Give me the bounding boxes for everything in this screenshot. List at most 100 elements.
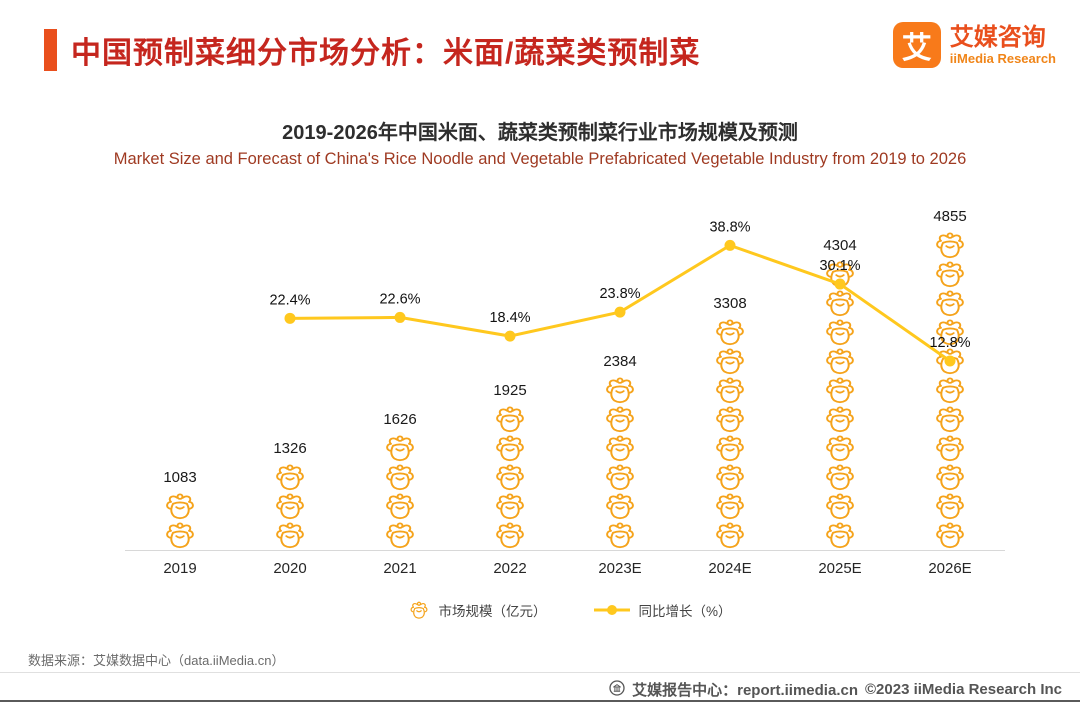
dish-icon xyxy=(606,377,634,404)
dish-icon xyxy=(936,290,964,317)
dish-icon xyxy=(496,406,524,433)
dish-icon xyxy=(716,348,744,375)
bar-series: 1083 1326 1626 1925 2384 3308 4304 4855 xyxy=(125,196,1005,550)
dish-icon xyxy=(386,435,414,462)
icon-bar xyxy=(602,376,638,550)
dish-icon xyxy=(826,319,854,346)
dish-icon xyxy=(826,435,854,462)
dish-icon xyxy=(826,406,854,433)
dish-icon xyxy=(826,348,854,375)
dish-icon xyxy=(936,348,964,375)
x-axis: 2019 2020 2021 2022 2023E 2024E 2025E 2026E xyxy=(125,560,1005,577)
page-title: 中国预制菜细分市场分析：米面/蔬菜类预制菜 xyxy=(71,37,701,70)
iimedia-logo-text: 艾媒咨询 iiMedia Research xyxy=(950,24,1056,67)
logo-name: 艾媒咨询 xyxy=(949,23,1046,51)
dish-icon xyxy=(716,406,744,433)
x-axis-label: 2023E xyxy=(598,560,642,577)
dish-icon xyxy=(716,319,744,346)
x-axis-label: 2021 xyxy=(383,560,417,577)
chart-area: 1083 1326 1626 1925 2384 3308 4304 4855 22.4% 22… xyxy=(125,196,1005,551)
dish-icon xyxy=(826,464,854,491)
dish-icon xyxy=(826,522,854,549)
chart-title-en: Market Size and Forecast of China's Rice… xyxy=(113,150,967,168)
dish-icon xyxy=(276,493,304,520)
dish-icon xyxy=(606,522,634,549)
dish-icon xyxy=(386,464,414,491)
dish-icon xyxy=(936,319,964,346)
bar-value-label: 1083 xyxy=(163,469,197,486)
icon-bar xyxy=(822,260,858,550)
dish-icon xyxy=(716,493,744,520)
footer-bar: 艾媒报告中心：report.iimedia.cn ©2023 iiMedia R… xyxy=(609,679,1062,700)
bottom-border xyxy=(0,700,1080,702)
x-axis-label: 2025E xyxy=(818,560,862,577)
x-axis-label: 2024E xyxy=(708,560,752,577)
bar-value-label: 3308 xyxy=(713,295,747,312)
dish-icon xyxy=(496,522,524,549)
dish-icon xyxy=(496,493,524,520)
legend-label: 市场规模（亿元） xyxy=(438,604,547,619)
bar-value-label: 2384 xyxy=(603,353,637,370)
dish-icon xyxy=(936,464,964,491)
bar-column: 2384 xyxy=(565,196,675,550)
dish-icon xyxy=(826,377,854,404)
bar-column: 1925 xyxy=(455,196,565,550)
legend-label: 同比增长（%） xyxy=(638,604,732,619)
bar-column: 3308 xyxy=(675,196,785,550)
dish-icon xyxy=(826,290,854,317)
dish-icon xyxy=(496,464,524,491)
x-axis-label: 2019 xyxy=(163,560,197,577)
x-axis-label: 2022 xyxy=(493,560,527,577)
dish-icon xyxy=(826,493,854,520)
dish-icon xyxy=(826,261,854,288)
dish-icon xyxy=(606,464,634,491)
icon-bar xyxy=(932,231,968,550)
dish-icon xyxy=(386,493,414,520)
x-axis-label: 2020 xyxy=(273,560,307,577)
bar-column: 1626 xyxy=(345,196,455,550)
dish-icon xyxy=(606,406,634,433)
legend-item-market-size: 市场规模（亿元） xyxy=(408,600,546,620)
dish-icon xyxy=(386,522,414,549)
dish-icon xyxy=(716,464,744,491)
dish-icon xyxy=(936,232,964,259)
copyright-text: ©2023 iiMedia Research Inc xyxy=(865,681,1062,698)
dish-icon xyxy=(496,435,524,462)
dish-icon xyxy=(606,493,634,520)
bar-column: 1083 xyxy=(125,196,235,550)
dish-icon xyxy=(411,601,428,619)
dish-icon xyxy=(936,493,964,520)
iimedia-logo-icon: 艾 xyxy=(892,22,941,68)
chart-legend: 市场规模（亿元） 同比增长（%） xyxy=(30,600,1080,620)
dish-icon xyxy=(276,522,304,549)
dish-icon xyxy=(936,261,964,288)
chart-title-cn: 2019-2026年中国米面、蔬菜类预制菜行业市场规模及预测 xyxy=(282,122,798,144)
header: 中国预制菜细分市场分析：米面/蔬菜类预制菜 xyxy=(44,28,700,72)
bar-value-label: 1326 xyxy=(273,440,307,457)
bar-column: 4855 xyxy=(895,196,1005,550)
dish-icon xyxy=(716,522,744,549)
icon-bar xyxy=(382,434,418,550)
dish-icon xyxy=(276,464,304,491)
icon-bar xyxy=(712,318,748,550)
dish-icon xyxy=(716,377,744,404)
footer-divider xyxy=(0,672,1080,673)
dish-icon xyxy=(936,435,964,462)
icon-bar xyxy=(272,463,308,550)
dish-icon xyxy=(166,522,194,549)
bar-column: 4304 xyxy=(785,196,895,550)
title-accent-bar xyxy=(44,29,57,71)
x-axis-label: 2026E xyxy=(928,560,972,577)
report-center-text: 艾媒报告中心：report.iimedia.cn xyxy=(632,682,858,699)
legend-line-icon xyxy=(594,605,631,615)
dish-icon xyxy=(166,493,194,520)
iimedia-logo: 艾 艾媒咨询 iiMedia Research xyxy=(892,22,1056,68)
dish-icon xyxy=(936,377,964,404)
bar-value-label: 4304 xyxy=(823,237,857,254)
bar-column: 1326 xyxy=(235,196,345,550)
dish-icon xyxy=(936,406,964,433)
bar-value-label: 4855 xyxy=(933,208,967,225)
bar-value-label: 1925 xyxy=(493,382,527,399)
data-source-text: 数据来源：艾媒数据中心（data.iiMedia.cn） xyxy=(28,653,285,668)
